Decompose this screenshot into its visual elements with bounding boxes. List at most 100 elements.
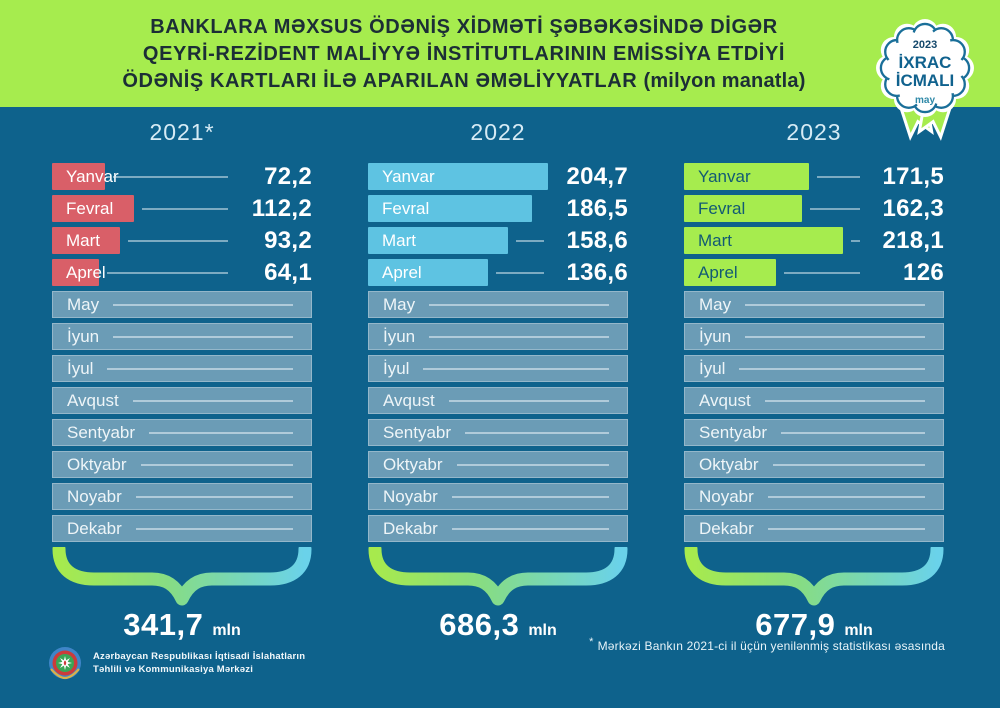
month-row-aprel: Aprel 126 xyxy=(684,257,944,289)
azerbaijan-emblem-icon xyxy=(49,647,81,680)
month-label: May xyxy=(383,295,416,314)
empty-month-bar: İyul xyxy=(684,355,944,382)
leader-line xyxy=(817,176,860,178)
leader-line xyxy=(448,399,609,402)
total-number: 341,7 xyxy=(123,607,204,642)
value-bar: Aprel xyxy=(684,259,776,286)
month-row-avqust: Avqust xyxy=(368,385,628,417)
leader-line xyxy=(767,527,925,530)
value-bar: Mart xyxy=(684,227,843,254)
empty-month-bar: Dekabr xyxy=(684,515,944,542)
month-row-i̇yul: İyul xyxy=(368,353,628,385)
page-title: BANKLARA MƏXSUS ÖDƏNİŞ XİDMƏTİ ŞƏBƏKƏSİN… xyxy=(122,14,877,95)
month-label: Oktyabr xyxy=(383,455,443,474)
month-label: Yanvar xyxy=(698,167,751,186)
leader-line xyxy=(113,176,228,178)
empty-month-bar: İyun xyxy=(368,323,628,350)
leader-line xyxy=(456,463,609,466)
value-label: 93,2 xyxy=(264,227,312,254)
month-row-oktyabr: Oktyabr xyxy=(52,449,312,481)
value-bar: Fevral xyxy=(52,195,134,222)
year-label-2021: 2021* xyxy=(149,119,215,145)
empty-month-bar: Sentyabr xyxy=(684,419,944,446)
month-row-noyabr: Noyabr xyxy=(52,481,312,513)
leader-line xyxy=(135,527,293,530)
empty-month-bar: Oktyabr xyxy=(368,451,628,478)
value-bar: Mart xyxy=(368,227,508,254)
month-row-noyabr: Noyabr xyxy=(684,481,944,513)
total-number: 677,9 xyxy=(755,607,836,642)
empty-month-bar: May xyxy=(52,291,312,318)
month-row-i̇yun: İyun xyxy=(52,321,312,353)
month-row-i̇yun: İyun xyxy=(368,321,628,353)
leader-line xyxy=(429,303,609,306)
value-bar: Yanvar xyxy=(52,163,119,190)
brace-bracket-icon xyxy=(368,547,628,606)
total-unit: mln xyxy=(212,622,241,639)
leader-line xyxy=(142,208,228,210)
empty-month-bar: Sentyabr xyxy=(368,419,628,446)
month-label: İyun xyxy=(67,327,100,346)
value-label: 72,2 xyxy=(264,163,312,190)
leader-line xyxy=(135,495,293,498)
month-label: Fevral xyxy=(382,199,430,218)
month-label: Oktyabr xyxy=(699,455,759,474)
total-2022: 686,3 mln xyxy=(368,607,628,643)
footer-org-name: Azərbaycan Respublikası İqtisadi İslahat… xyxy=(93,650,306,675)
month-rows-2023: Yanvar 171,5 Fevral 162,3 Mart 218,1 Aprel 126 M… xyxy=(684,161,944,545)
month-row-yanvar: Yanvar 72,2 xyxy=(52,161,312,193)
month-row-avqust: Avqust xyxy=(52,385,312,417)
total-2023: 677,9 mln xyxy=(684,607,944,643)
leader-line xyxy=(781,431,925,434)
leader-line xyxy=(764,399,925,402)
title-line-3: ÖDƏNİŞ KARTLARI İLƏ APARILAN ƏMƏLİYYATLA… xyxy=(122,70,806,92)
footer: Azərbaycan Respublikası İqtisadi İslahat… xyxy=(48,646,305,680)
empty-month-bar: Dekabr xyxy=(52,515,312,542)
month-row-sentyabr: Sentyabr xyxy=(368,417,628,449)
month-label: İyun xyxy=(699,327,732,346)
month-label: Sentyabr xyxy=(383,423,452,442)
year-label-2022: 2022 xyxy=(470,119,526,145)
leader-line xyxy=(107,367,293,370)
month-label: Avqust xyxy=(67,391,119,410)
month-label: Noyabr xyxy=(383,487,438,506)
leader-line xyxy=(465,431,609,434)
month-label: Dekabr xyxy=(699,519,754,538)
value-bar: Yanvar xyxy=(684,163,809,190)
month-label: May xyxy=(699,295,732,314)
leader-line xyxy=(132,399,293,402)
month-row-oktyabr: Oktyabr xyxy=(368,449,628,481)
month-label: May xyxy=(67,295,100,314)
month-row-mart: Mart 158,6 xyxy=(368,225,628,257)
leader-line xyxy=(745,303,925,306)
month-row-yanvar: Yanvar 171,5 xyxy=(684,161,944,193)
month-label: İyul xyxy=(699,359,726,378)
value-label: 162,3 xyxy=(882,195,944,222)
month-label: Dekabr xyxy=(383,519,438,538)
month-row-mart: Mart 218,1 xyxy=(684,225,944,257)
month-label: Aprel xyxy=(66,263,106,282)
title-line-1: BANKLARA MƏXSUS ÖDƏNİŞ XİDMƏTİ ŞƏBƏKƏSİN… xyxy=(150,16,778,38)
empty-month-bar: İyun xyxy=(52,323,312,350)
empty-month-bar: Avqust xyxy=(684,387,944,414)
brace-bracket-icon xyxy=(684,547,944,606)
value-label: 126 xyxy=(903,259,944,286)
empty-month-bar: May xyxy=(684,291,944,318)
leader-line xyxy=(810,208,860,210)
leader-line xyxy=(772,463,925,466)
badge-year-text: 2023 xyxy=(913,39,937,51)
month-label: Avqust xyxy=(383,391,435,410)
header-band: BANKLARA MƏXSUS ÖDƏNİŞ XİDMƏTİ ŞƏBƏKƏSİN… xyxy=(0,0,1000,107)
total-number: 686,3 xyxy=(439,607,520,642)
month-row-oktyabr: Oktyabr xyxy=(684,449,944,481)
month-row-may: May xyxy=(368,289,628,321)
empty-month-bar: Noyabr xyxy=(684,483,944,510)
badge-title-line1: İXRAC xyxy=(899,53,952,72)
month-label: Yanvar xyxy=(66,167,119,186)
brace-bracket-icon xyxy=(52,547,312,606)
leader-line xyxy=(429,335,609,338)
value-bar: Aprel xyxy=(368,259,488,286)
month-row-sentyabr: Sentyabr xyxy=(52,417,312,449)
empty-month-bar: Noyabr xyxy=(368,483,628,510)
